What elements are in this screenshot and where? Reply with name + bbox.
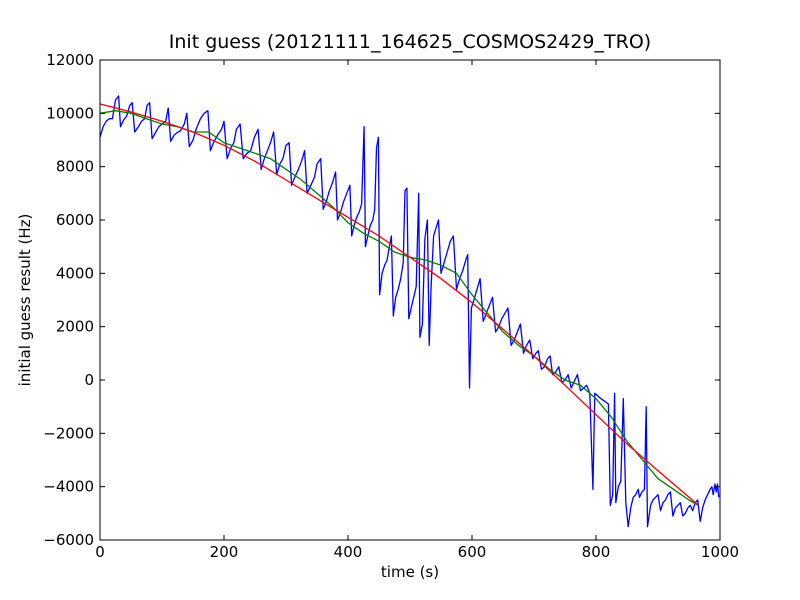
y-tick-label: 2000 bbox=[56, 318, 94, 336]
plot-area bbox=[100, 60, 720, 540]
x-tick-label: 400 bbox=[334, 543, 363, 561]
y-tick-label: −4000 bbox=[43, 478, 94, 496]
y-tick-label: 6000 bbox=[56, 211, 94, 229]
y-tick-label: 12000 bbox=[46, 51, 94, 69]
x-axis-label: time (s) bbox=[381, 563, 439, 581]
y-tick-label: 0 bbox=[84, 371, 94, 389]
y-tick-label: −2000 bbox=[43, 424, 94, 442]
y-axis-label: initial guess result (Hz) bbox=[16, 214, 34, 387]
y-tick-label: 4000 bbox=[56, 264, 94, 282]
tick-layer: 0 200 400 600 800 1000 −6000 −4000 −2000 0 2000 400… bbox=[43, 51, 739, 561]
x-tick-label: 0 bbox=[95, 543, 105, 561]
x-tick-label: 800 bbox=[582, 543, 611, 561]
series-layer bbox=[100, 95, 720, 528]
chart-title: Init guess (20121111_164625_COSMOS2429_T… bbox=[169, 31, 651, 53]
y-tick-label: 10000 bbox=[46, 104, 94, 122]
x-tick-label: 1000 bbox=[701, 543, 739, 561]
x-tick-label: 600 bbox=[458, 543, 487, 561]
x-tick-label: 200 bbox=[210, 543, 239, 561]
y-tick-label: 8000 bbox=[56, 158, 94, 176]
y-tick-label: −6000 bbox=[43, 531, 94, 549]
plot-frame bbox=[99, 59, 721, 541]
series-line-2 bbox=[100, 110, 699, 506]
series-line-3 bbox=[100, 103, 699, 506]
